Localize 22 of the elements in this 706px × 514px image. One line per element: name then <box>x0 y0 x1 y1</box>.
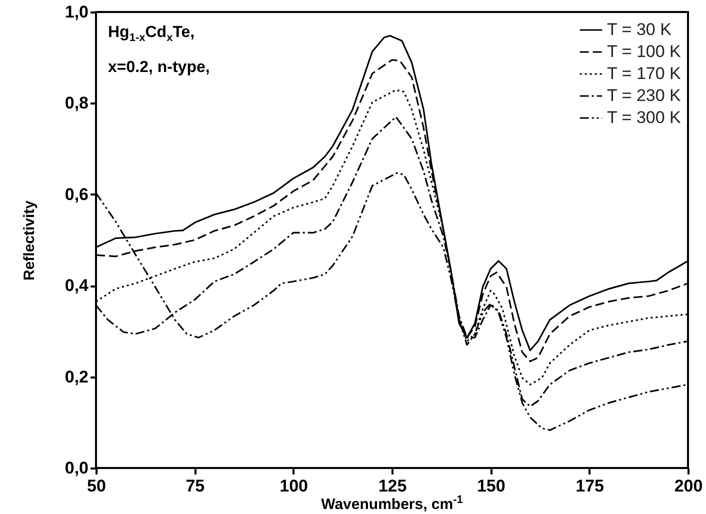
x-tick-label: 100 <box>280 476 308 496</box>
y-tick-label: 0,8 <box>64 94 88 113</box>
annotation: Hg$_{1-x}$Cd$_{x}$Te, <box>108 23 196 46</box>
y-axis-title: Reflectivity <box>20 200 38 281</box>
x-tick-label: 150 <box>476 476 506 496</box>
y-tick-label: 0,4 <box>64 276 90 296</box>
legend-label: T = 170 K <box>607 64 682 83</box>
x-tick-label: 50 <box>87 476 106 496</box>
x-axis-title: Wavenumbers, cm$^{-1}$ <box>320 494 464 513</box>
x-tick-label: 175 <box>576 476 604 496</box>
legend-label: T = 30 K <box>607 20 672 39</box>
legend-label: T = 100 K <box>607 42 682 61</box>
y-tick-label: 0,6 <box>64 184 88 204</box>
y-tick-label: 0,0 <box>64 458 88 478</box>
x-tick-label: 200 <box>674 476 703 496</box>
legend-label: T = 300 K <box>607 108 682 127</box>
legend-label: T = 230 K <box>607 86 682 105</box>
x-tick-label: 75 <box>186 476 205 496</box>
y-tick-label: 0,2 <box>64 367 88 386</box>
annotation: x=0.2, n-type, <box>108 58 210 78</box>
x-tick-label: 125 <box>378 476 407 496</box>
y-tick-label: 1,0 <box>64 2 88 22</box>
